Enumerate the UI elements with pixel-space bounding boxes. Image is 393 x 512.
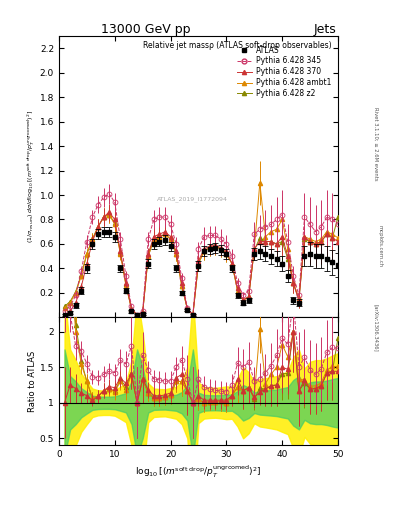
Text: mcplots.cern.ch: mcplots.cern.ch (378, 225, 383, 267)
Text: 13000 GeV pp: 13000 GeV pp (101, 23, 190, 36)
Y-axis label: Ratio to ATLAS: Ratio to ATLAS (28, 351, 37, 412)
Y-axis label: $(1/\sigma_\mathrm{resum})\ d\sigma/d\log_{10}[(m^{\mathrm{soft\ drop}}/p_T^{\ma: $(1/\sigma_\mathrm{resum})\ d\sigma/d\lo… (26, 110, 37, 243)
Text: Rivet 3.1.10; ≥ 2.6M events: Rivet 3.1.10; ≥ 2.6M events (373, 106, 378, 180)
Text: Relative jet massρ (ATLAS soft-drop observables): Relative jet massρ (ATLAS soft-drop obse… (143, 41, 331, 51)
Text: [arXiv:1306.3436]: [arXiv:1306.3436] (373, 304, 378, 352)
Text: Jets: Jets (313, 23, 336, 36)
Legend: ATLAS, Pythia 6.428 345, Pythia 6.428 370, Pythia 6.428 ambt1, Pythia 6.428 z2: ATLAS, Pythia 6.428 345, Pythia 6.428 37… (233, 42, 334, 101)
Text: ATLAS_2019_I1772094: ATLAS_2019_I1772094 (156, 196, 228, 202)
X-axis label: $\log_{10}[(m^{\mathrm{soft\ drop}}/p_T^{\mathrm{ungroomed}})^2]$: $\log_{10}[(m^{\mathrm{soft\ drop}}/p_T^… (135, 463, 262, 480)
